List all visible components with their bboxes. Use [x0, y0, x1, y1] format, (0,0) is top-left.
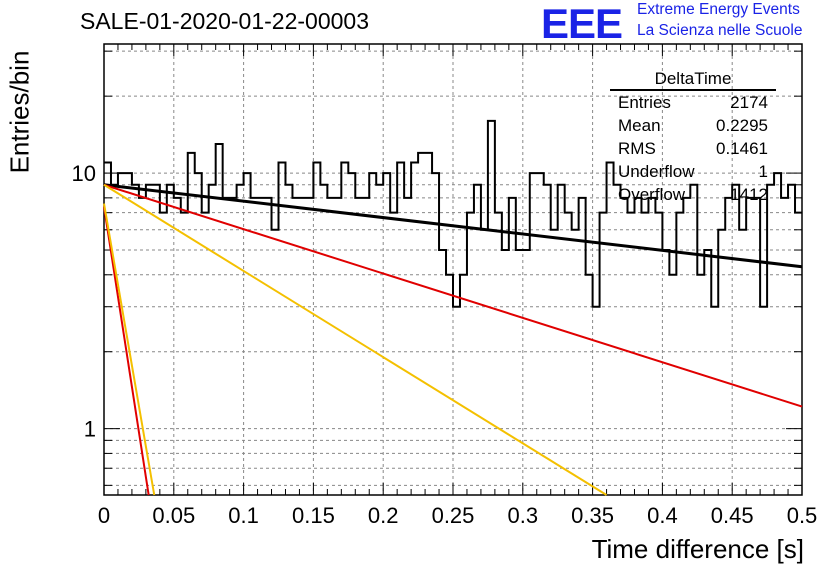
- x-tick-label: 0.05: [152, 503, 195, 528]
- x-tick-label: 0.45: [711, 503, 754, 528]
- plot-title: SALE-01-2020-01-22-00003: [80, 8, 369, 34]
- stats-key: RMS: [618, 139, 656, 158]
- stats-title: DeltaTime: [610, 69, 776, 91]
- stats-row-rms: RMS 0.1461: [610, 137, 776, 160]
- fit-curve: [103, 183, 803, 408]
- histogram-line: [104, 119, 802, 308]
- stats-key: Mean: [618, 116, 661, 135]
- stats-key: Underflow: [618, 162, 695, 181]
- stats-value: 0.1461: [716, 139, 768, 158]
- x-tick-label: 0.3: [508, 503, 539, 528]
- y-tick-label: 1: [84, 417, 96, 442]
- logo-line-1: Extreme Energy Events: [637, 1, 800, 18]
- logo-line-2: La Scienza nelle Scuole: [637, 22, 803, 39]
- x-tick-label: 0.25: [432, 503, 475, 528]
- x-tick-label: 0.4: [647, 503, 678, 528]
- stats-row-mean: Mean 0.2295: [610, 114, 776, 137]
- stats-value: 1: [758, 162, 768, 181]
- x-tick-label: 0.35: [571, 503, 614, 528]
- stats-value: 2174: [730, 93, 768, 112]
- stats-row-entries: Entries 2174: [610, 91, 776, 114]
- stats-value: 0.2295: [716, 116, 768, 135]
- x-tick-label: 0.15: [292, 503, 335, 528]
- fit-curve: [103, 203, 156, 496]
- x-tick-label: 0: [98, 503, 110, 528]
- stats-key: Overflow: [618, 185, 686, 204]
- y-tick-label: 10: [72, 161, 96, 186]
- eee-logo: EEE: [541, 0, 623, 47]
- x-tick-label: 0.1: [228, 503, 259, 528]
- stats-value: 1412: [730, 185, 768, 204]
- fit-curve: [103, 206, 150, 496]
- x-axis-label: Time difference [s]: [591, 534, 804, 564]
- x-tick-label: 0.5: [787, 503, 818, 528]
- stats-key: Entries: [618, 93, 671, 112]
- stats-box: DeltaTime Entries 2174 Mean 0.2295 RMS 0…: [610, 69, 776, 206]
- x-tick-label: 0.2: [368, 503, 399, 528]
- y-axis-label: Entries/bin: [4, 50, 35, 174]
- fit-curve: [103, 183, 803, 269]
- stats-row-overflow: Overflow 1412: [610, 183, 776, 206]
- stats-row-underflow: Underflow 1: [610, 160, 776, 183]
- fit-curve: [103, 183, 608, 496]
